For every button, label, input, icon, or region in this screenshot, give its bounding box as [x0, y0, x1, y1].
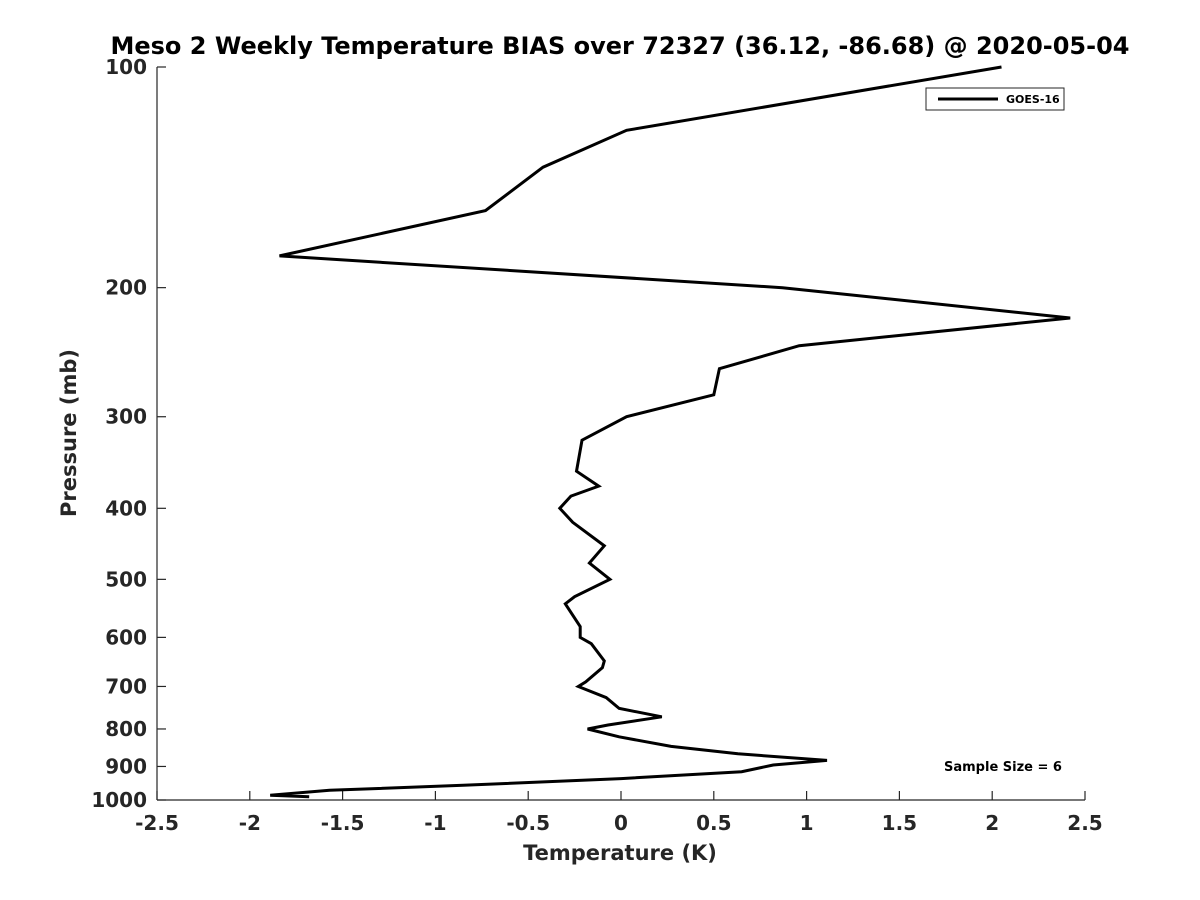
x-tick-label: -1.5 [321, 811, 365, 835]
y-tick-label: 500 [105, 567, 147, 591]
x-tick-label: 1 [800, 811, 814, 835]
y-tick-label: 600 [105, 625, 147, 649]
y-tick-label: 100 [105, 55, 147, 79]
y-tick-label: 1000 [91, 788, 147, 812]
x-tick-label: -2.5 [135, 811, 179, 835]
series-line-goes-16 [270, 65, 1071, 799]
y-tick-label: 300 [105, 405, 147, 429]
y-tick-label: 700 [105, 674, 147, 698]
x-tick-label: 0.5 [696, 811, 731, 835]
y-axis-label: Pressure (mb) [57, 349, 81, 517]
x-tick-label: 2 [985, 811, 999, 835]
legend-label-goes-16: GOES-16 [1006, 93, 1060, 106]
x-tick-label: 1.5 [882, 811, 917, 835]
y-tick-label: 400 [105, 496, 147, 520]
x-tick-label: -1 [424, 811, 446, 835]
sample-size-annotation: Sample Size = 6 [944, 760, 1062, 775]
plot-area: -2.5 -2 -1.5 -1 -0.5 0 0.5 1 1.5 2 2.5 100 200 300 400… [91, 55, 1102, 835]
y-tick-label: 900 [105, 754, 147, 778]
x-tick-label: 2.5 [1067, 811, 1102, 835]
chart-title: Meso 2 Weekly Temperature BIAS over 7232… [110, 32, 1129, 60]
x-tick-label: 0 [614, 811, 628, 835]
x-tick-label: -2 [239, 811, 261, 835]
y-tick-label: 200 [105, 276, 147, 300]
x-tick-label: -0.5 [506, 811, 550, 835]
y-tick-label: 800 [105, 717, 147, 741]
x-axis-label: Temperature (K) [523, 841, 717, 865]
